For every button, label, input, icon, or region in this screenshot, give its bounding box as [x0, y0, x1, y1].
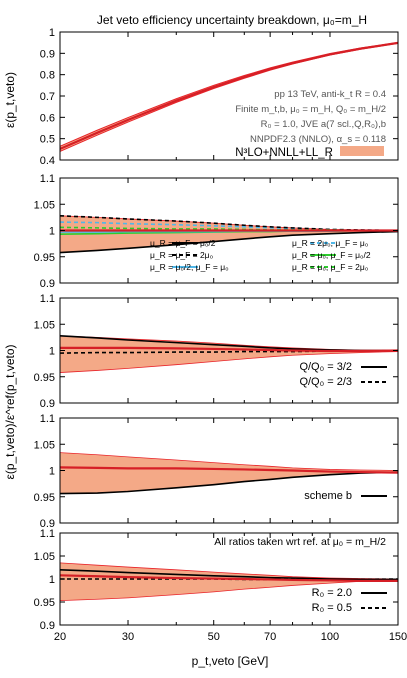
- y-tick-label: 1.05: [34, 551, 55, 563]
- y-tick-label: 1.1: [40, 413, 55, 425]
- x-tick-label: 70: [264, 631, 276, 643]
- series-line-2: [60, 346, 398, 353]
- annotation-text: R₀ = 1.0, JVE a(7 scl.,Q,R₀),b: [261, 119, 386, 130]
- band-edge-upper: [60, 452, 398, 471]
- series-line-1: [60, 466, 398, 474]
- y-axis-label-ratio: ε(p_t,veto)/ε^ref(p_t,veto): [3, 344, 17, 479]
- plot-area-1: [60, 215, 398, 254]
- legend-label: Q/Q₀ = 2/3: [299, 376, 352, 388]
- y-tick-label: 0.95: [34, 372, 55, 384]
- y-tick-label: 0.5: [40, 134, 55, 146]
- legend-label: μ_R = μ₀, μ_F = μ₀/2: [292, 250, 371, 260]
- annotation-text: NNPDF2.3 (NNLO), α_s = 0.118: [250, 134, 386, 145]
- y-tick-label: 1: [49, 574, 55, 586]
- y-tick-label: 0.4: [40, 155, 55, 167]
- y-tick-label: 1.1: [40, 528, 55, 540]
- y-tick-label: 1: [49, 27, 55, 39]
- y-tick-label: 0.6: [40, 112, 55, 124]
- legend-label: μ_R = 2μ₀, μ_F = μ₀: [292, 238, 369, 248]
- y-tick-label: 0.9: [40, 518, 55, 530]
- series-line-0: [60, 230, 398, 254]
- uncertainty-band: [60, 452, 398, 494]
- x-tick-label: 150: [389, 631, 407, 643]
- annotation-text: pp 13 TeV, anti-k_t R = 0.4: [274, 89, 386, 100]
- y-tick-label: 0.9: [40, 398, 55, 410]
- y-axis-label-top: ε(p_t,veto): [3, 72, 17, 128]
- y-tick-label: 1.1: [40, 173, 55, 185]
- y-tick-label: 1: [49, 346, 55, 358]
- plot-area-0: [60, 41, 398, 152]
- y-tick-label: 0.7: [40, 91, 55, 103]
- legend-label: R₀ = 0.5: [312, 602, 352, 614]
- y-tick-label: 0.95: [34, 597, 55, 609]
- y-tick-label: 0.95: [34, 252, 55, 264]
- legend-label: R₀ = 2.0: [312, 587, 352, 599]
- y-tick-label: 0.8: [40, 70, 55, 82]
- y-tick-label: 1.05: [34, 319, 55, 331]
- legend-label: N³LO+NNLL+LL_R: [235, 147, 333, 159]
- y-tick-label: 1: [49, 226, 55, 238]
- plot-panel-2: 0.9 0.95 1 1.05 1.1 Q/Q₀ = 3/2 Q/Q₀ = 2/3: [34, 293, 399, 410]
- band-edge-lower: [60, 351, 398, 373]
- legend-label: μ_R = μ_F = μ₀/2: [150, 238, 216, 248]
- legend-label: μ_R = μ₀, μ_F = 2μ₀: [292, 262, 369, 272]
- central-line: [60, 41, 398, 150]
- legend-label: μ_R = μ₀/2, μ_F = μ₀: [150, 262, 229, 272]
- uncertainty-band: [60, 215, 398, 253]
- x-tick-label: 50: [208, 631, 220, 643]
- x-tick-label: 100: [321, 631, 339, 643]
- plot-area-2: [60, 335, 398, 373]
- y-tick-label: 1.05: [34, 439, 55, 451]
- y-tick-label: 0.9: [40, 278, 55, 290]
- series-line-2: [60, 574, 398, 582]
- y-tick-label: 1.05: [34, 199, 55, 211]
- x-tick-label: 20: [54, 631, 66, 643]
- band-edge-lower: [60, 579, 398, 602]
- uncertainty-band: [60, 335, 398, 373]
- legend-swatch: [340, 146, 384, 156]
- plot-panel-4: 0.9 0.95 1 1.05 1.1 20 30 50 70 100 150 R₀ = 2.0 R₀ …: [34, 528, 407, 643]
- plot-area-3: [60, 452, 398, 495]
- plot-area-4: [60, 562, 398, 602]
- annotation-text: Finite m_t,b, μ₀ = m_H, Q₀ = m_H/2: [235, 104, 386, 115]
- legend-label: scheme b: [304, 490, 352, 502]
- legend-label: μ_R = μ_F = 2μ₀: [150, 250, 214, 260]
- annotation-text: All ratios taken wrt ref. at μ₀ = m_H/2: [214, 536, 386, 548]
- y-tick-label: 0.9: [40, 48, 55, 60]
- band-edge-upper: [60, 562, 398, 580]
- plot-panel-1: 0.9 0.95 1 1.05 1.1 μ_R = μ_F = μ₀/2 μ_R = 2μ₀…: [34, 173, 399, 290]
- uncertainty-band: [60, 562, 398, 601]
- series-line-0: [60, 471, 398, 495]
- plot-panel-0: 0.4 0.5 0.6 0.7 0.8 0.9 1 pp 13 TeV, anti-k_t R…: [40, 27, 399, 167]
- y-tick-label: 0.9: [40, 620, 55, 632]
- legend-label: Q/Q₀ = 3/2: [299, 361, 352, 373]
- y-tick-label: 1.1: [40, 293, 55, 305]
- chart-title: Jet veto efficiency uncertainty breakdow…: [97, 13, 367, 27]
- y-tick-label: 0.95: [34, 492, 55, 504]
- plot-panel-3: 0.9 0.95 1 1.05 1.1 scheme b: [34, 413, 399, 530]
- x-tick-label: 30: [122, 631, 134, 643]
- y-tick-label: 1: [49, 466, 55, 478]
- x-axis-label: p_t,veto [GeV]: [192, 654, 269, 668]
